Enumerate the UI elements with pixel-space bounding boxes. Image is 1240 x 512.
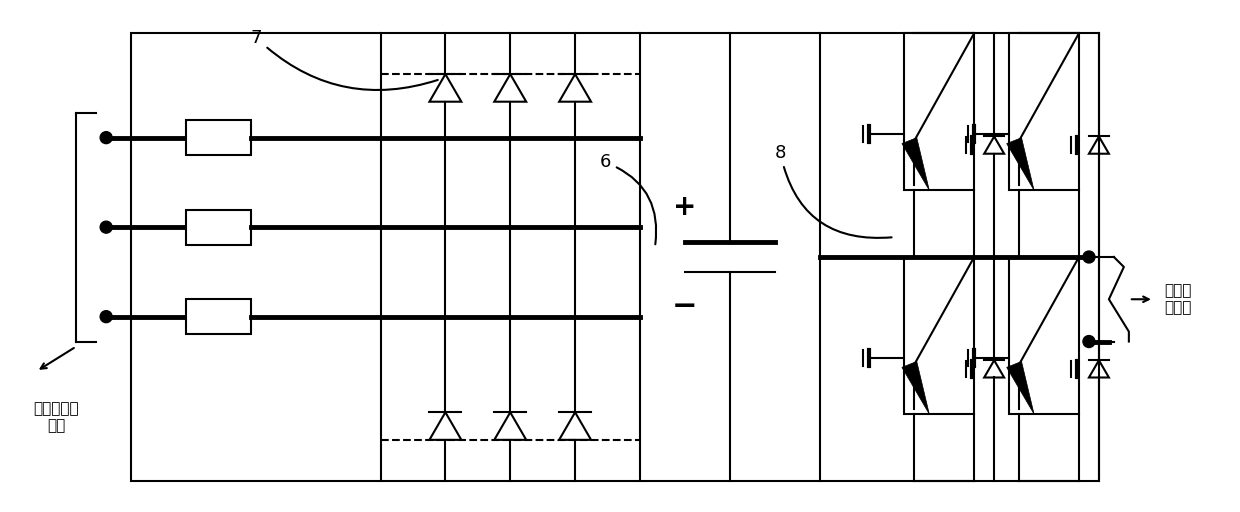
Text: 8: 8 bbox=[775, 143, 892, 238]
Circle shape bbox=[1083, 335, 1095, 348]
Text: +: + bbox=[673, 193, 697, 221]
Polygon shape bbox=[901, 361, 929, 414]
Text: 功率单
元输出: 功率单 元输出 bbox=[1164, 283, 1192, 315]
Polygon shape bbox=[901, 138, 929, 190]
Polygon shape bbox=[1007, 138, 1034, 190]
Bar bbox=[186, 210, 250, 245]
Circle shape bbox=[100, 311, 112, 323]
Circle shape bbox=[100, 221, 112, 233]
Bar bbox=[186, 299, 250, 334]
Bar bbox=[904, 257, 975, 414]
Polygon shape bbox=[1007, 361, 1034, 414]
Circle shape bbox=[1083, 251, 1095, 263]
Text: 7: 7 bbox=[250, 29, 438, 90]
Circle shape bbox=[100, 132, 112, 143]
Bar bbox=[1009, 257, 1079, 414]
Bar bbox=[904, 33, 975, 190]
Bar bbox=[131, 33, 1099, 481]
Text: −: − bbox=[672, 292, 698, 321]
Bar bbox=[1009, 33, 1079, 190]
Text: 去变压器二
次侧: 去变压器二 次侧 bbox=[33, 401, 79, 434]
Text: 6: 6 bbox=[600, 154, 656, 244]
Bar bbox=[186, 120, 250, 155]
